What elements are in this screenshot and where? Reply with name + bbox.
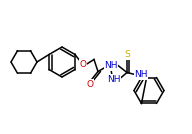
Text: NH: NH [107, 75, 121, 84]
Text: S: S [124, 50, 130, 59]
Text: NH: NH [104, 61, 118, 70]
Text: O: O [79, 60, 86, 69]
Text: NH: NH [134, 70, 148, 79]
Text: O: O [86, 80, 94, 89]
